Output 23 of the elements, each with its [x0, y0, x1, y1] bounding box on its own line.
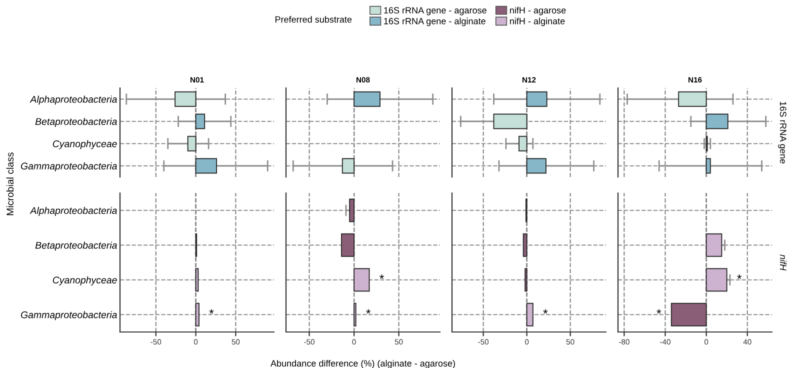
y-tick-label: Betaproteobacteria — [35, 242, 117, 251]
legend-label: 16S rRNA gene - alginate — [384, 18, 486, 26]
legend-label: nifH - agarose — [510, 6, 566, 16]
annotation: * — [366, 309, 371, 314]
legend-label: 16S rRNA gene - agarose — [384, 7, 486, 16]
y-tick-label: Betaproteobacteria — [35, 118, 117, 127]
text: 16S rRNA gene — [778, 102, 786, 164]
annotation: * — [737, 274, 742, 279]
y-tick-label: Alphaproteobacteria — [30, 206, 117, 216]
annotation: * — [543, 309, 548, 314]
y-tick-label: Gammaproteobacteria — [20, 311, 117, 320]
annotation: * — [209, 309, 214, 314]
y-tick-label: Gammaproteobacteria — [20, 162, 117, 172]
text: nifH — [780, 254, 787, 271]
legend-label: nifH - alginate — [510, 18, 565, 26]
y-axis-title: Microbial class — [6, 152, 14, 216]
legend-title: Preferred substrate — [275, 16, 352, 23]
x-axis-title: Abundance difference (%) (alginate - agarose) — [270, 360, 455, 368]
y-tick-label: Cyanophyceae — [52, 276, 117, 286]
annotation: * — [656, 309, 662, 314]
annotation: * — [380, 274, 384, 279]
y-tick-label: Cyanophyceae — [52, 140, 117, 150]
y-tick-label: Alphaproteobacteria — [30, 96, 117, 105]
